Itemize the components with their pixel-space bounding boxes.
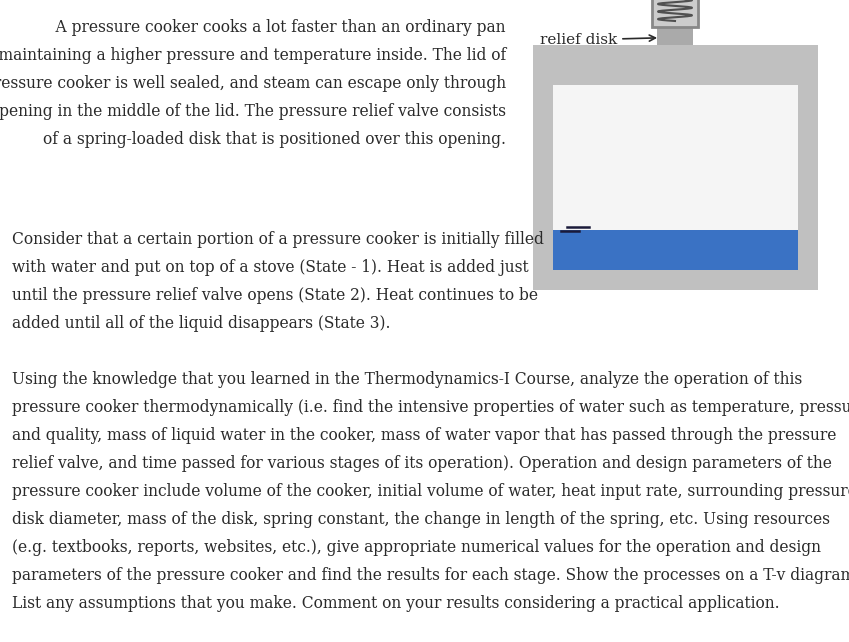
Bar <box>533 65 818 290</box>
Bar <box>652 0 698 27</box>
Text: relief disk: relief disk <box>540 33 655 47</box>
Text: Using the knowledge that you learned in the Thermodynamics-I Course, analyze the: Using the knowledge that you learned in … <box>12 371 802 388</box>
Text: (e.g. textbooks, reports, websites, etc.), give appropriate numerical values for: (e.g. textbooks, reports, websites, etc.… <box>12 539 821 556</box>
Text: until the pressure relief valve opens (State 2). Heat continues to be: until the pressure relief valve opens (S… <box>12 287 538 304</box>
Text: of a spring-loaded disk that is positioned over this opening.: of a spring-loaded disk that is position… <box>43 131 506 148</box>
Bar <box>553 85 798 270</box>
Text: with water and put on top of a stove (State - 1). Heat is added just: with water and put on top of a stove (St… <box>12 259 529 276</box>
Bar <box>553 230 798 270</box>
Text: by maintaining a higher pressure and temperature inside. The lid of: by maintaining a higher pressure and tem… <box>0 47 506 64</box>
Text: added until all of the liquid disappears (State 3).: added until all of the liquid disappears… <box>12 315 391 332</box>
Text: pressure cooker include volume of the cooker, initial volume of water, heat inpu: pressure cooker include volume of the co… <box>12 483 849 500</box>
Text: disk diameter, mass of the disk, spring constant, the change in length of the sp: disk diameter, mass of the disk, spring … <box>12 511 830 528</box>
Text: spring: spring <box>0 641 1 642</box>
Text: parameters of the pressure cooker and find the results for each stage. Show the : parameters of the pressure cooker and fi… <box>12 567 849 584</box>
Text: pressure cooker thermodynamically (i.e. find the intensive properties of water s: pressure cooker thermodynamically (i.e. … <box>12 399 849 416</box>
Bar <box>657 27 693 45</box>
Text: relief valve, and time passed for various stages of its operation). Operation an: relief valve, and time passed for variou… <box>12 455 832 472</box>
Text: Consider that a certain portion of a pressure cooker is initially filled: Consider that a certain portion of a pre… <box>12 231 544 248</box>
Text: an opening in the middle of the lid. The pressure relief valve consists: an opening in the middle of the lid. The… <box>0 103 506 120</box>
Bar <box>533 45 818 65</box>
Text: List any assumptions that you make. Comment on your results considering a practi: List any assumptions that you make. Comm… <box>12 595 779 612</box>
Text: a pressure cooker is well sealed, and steam can escape only through: a pressure cooker is well sealed, and st… <box>0 75 506 92</box>
Text: A pressure cooker cooks a lot faster than an ordinary pan: A pressure cooker cooks a lot faster tha… <box>37 19 506 36</box>
Text: and quality, mass of liquid water in the cooker, mass of water vapor that has pa: and quality, mass of liquid water in the… <box>12 427 836 444</box>
